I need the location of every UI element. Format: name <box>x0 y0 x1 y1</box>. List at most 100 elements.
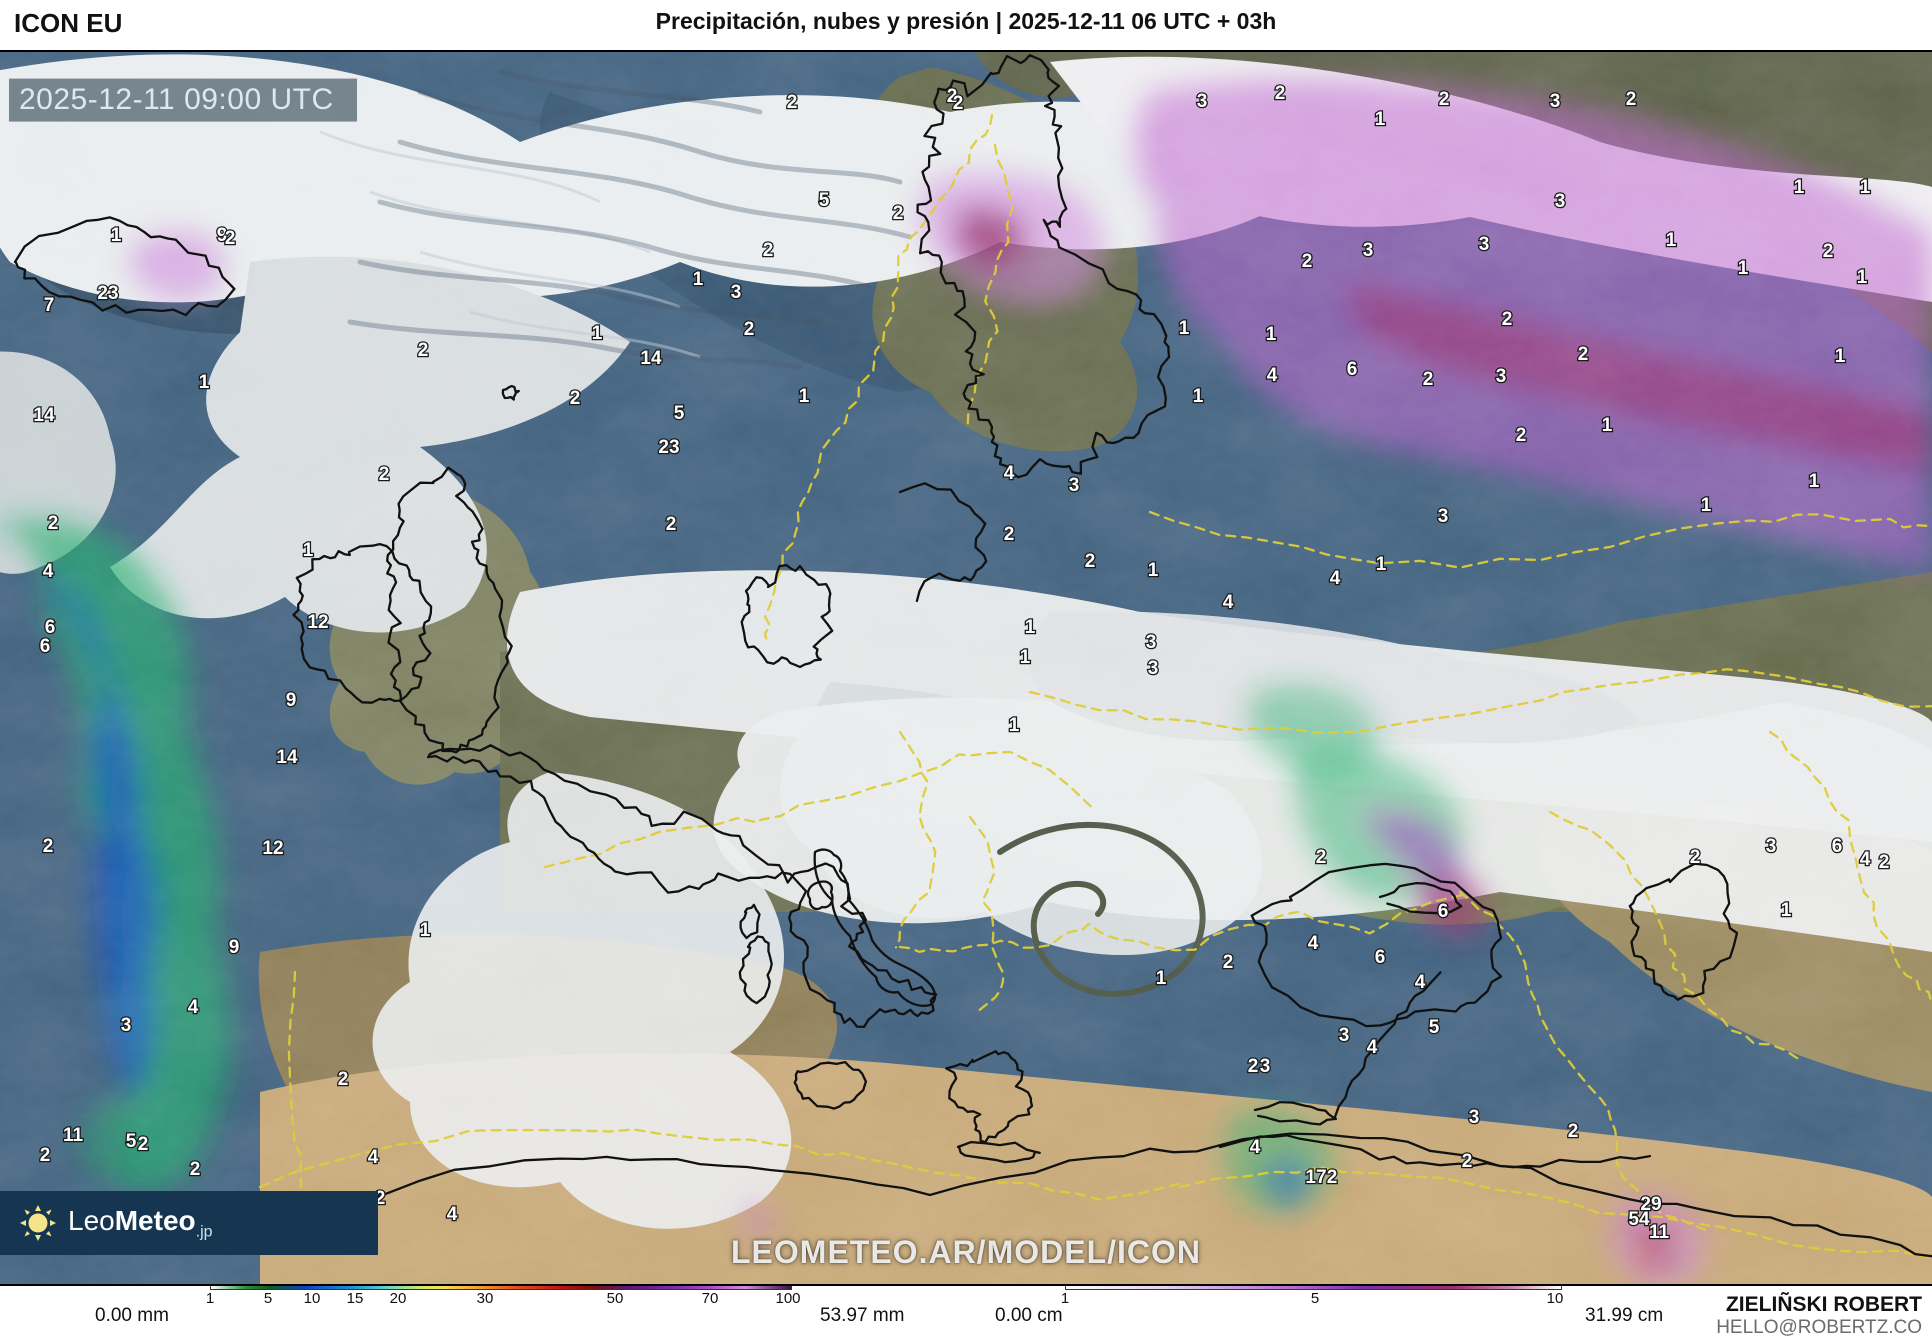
svg-text:6: 6 <box>1375 947 1386 968</box>
svg-text:4: 4 <box>1367 1037 1378 1058</box>
svg-text:5: 5 <box>1429 1017 1440 1038</box>
svg-text:3: 3 <box>1260 1056 1271 1077</box>
svg-text:2: 2 <box>1879 852 1890 873</box>
svg-text:2: 2 <box>1568 1121 1579 1142</box>
svg-text:2: 2 <box>1248 1056 1259 1077</box>
svg-text:3: 3 <box>1496 366 1507 387</box>
svg-text:2: 2 <box>43 836 54 857</box>
svg-text:2: 2 <box>1004 524 1015 545</box>
svg-text:2: 2 <box>1462 1151 1473 1172</box>
svg-text:1: 1 <box>1666 230 1677 251</box>
svg-text:1: 1 <box>1020 647 1031 668</box>
svg-text:1: 1 <box>1025 617 1036 638</box>
svg-text:14: 14 <box>640 348 662 369</box>
svg-text:2: 2 <box>1327 1167 1338 1188</box>
svg-text:2: 2 <box>666 514 677 535</box>
svg-text:6: 6 <box>40 636 51 657</box>
svg-text:1: 1 <box>1602 415 1613 436</box>
svg-text:6: 6 <box>1347 359 1358 380</box>
svg-text:6: 6 <box>45 617 56 638</box>
svg-text:12: 12 <box>262 838 283 859</box>
svg-text:1: 1 <box>1809 471 1820 492</box>
svg-text:2: 2 <box>1423 369 1434 390</box>
svg-text:4: 4 <box>368 1147 379 1168</box>
svg-text:2: 2 <box>48 513 59 534</box>
svg-text:3: 3 <box>1469 1107 1480 1128</box>
svg-text:2: 2 <box>1578 344 1589 365</box>
svg-text:1: 1 <box>1781 900 1792 921</box>
svg-text:3: 3 <box>731 282 742 303</box>
svg-text:1: 1 <box>1738 258 1749 279</box>
svg-text:2: 2 <box>1223 952 1234 973</box>
svg-text:2: 2 <box>1316 847 1327 868</box>
svg-text:3: 3 <box>121 1015 132 1036</box>
svg-text:17: 17 <box>1305 1167 1326 1188</box>
svg-text:4: 4 <box>1223 592 1234 613</box>
svg-text:1: 1 <box>1701 495 1712 516</box>
svg-text:9: 9 <box>229 937 240 958</box>
svg-text:4: 4 <box>1250 1137 1261 1158</box>
svg-text:2: 2 <box>1302 251 1313 272</box>
svg-text:1: 1 <box>420 920 431 941</box>
svg-text:6: 6 <box>1438 901 1449 922</box>
svg-text:4: 4 <box>1860 849 1871 870</box>
svg-text:4: 4 <box>447 1204 458 1225</box>
svg-text:1: 1 <box>1179 318 1190 339</box>
svg-text:2: 2 <box>953 93 964 114</box>
svg-text:2: 2 <box>1085 551 1096 572</box>
svg-text:1: 1 <box>1376 554 1387 575</box>
svg-text:2: 2 <box>1626 89 1637 110</box>
svg-text:3: 3 <box>1363 240 1374 261</box>
svg-text:3: 3 <box>1148 658 1159 679</box>
svg-text:1: 1 <box>799 386 810 407</box>
svg-text:2: 2 <box>1516 425 1527 446</box>
svg-text:5: 5 <box>674 403 685 424</box>
svg-text:2: 2 <box>1823 241 1834 262</box>
svg-text:1: 1 <box>1375 109 1386 130</box>
svg-text:4: 4 <box>1267 365 1278 386</box>
svg-text:1: 1 <box>1156 968 1167 989</box>
svg-text:4: 4 <box>1330 568 1341 589</box>
svg-text:2: 2 <box>893 203 904 224</box>
svg-text:23: 23 <box>658 437 679 458</box>
svg-text:3: 3 <box>1146 632 1157 653</box>
svg-text:1: 1 <box>111 225 122 246</box>
svg-text:4: 4 <box>1415 972 1426 993</box>
svg-text:2: 2 <box>40 1145 51 1166</box>
svg-text:54: 54 <box>1628 1209 1650 1230</box>
svg-text:3: 3 <box>1550 91 1561 112</box>
svg-text:14: 14 <box>33 405 55 426</box>
svg-text:1: 1 <box>1148 560 1159 581</box>
svg-text:2: 2 <box>1275 83 1286 104</box>
svg-text:3: 3 <box>1339 1025 1350 1046</box>
svg-text:2: 2 <box>1439 89 1450 110</box>
svg-text:14: 14 <box>276 747 298 768</box>
svg-text:2: 2 <box>787 92 798 113</box>
svg-text:1: 1 <box>693 269 704 290</box>
svg-text:1: 1 <box>1193 386 1204 407</box>
svg-text:2: 2 <box>763 240 774 261</box>
svg-text:1: 1 <box>1860 177 1871 198</box>
svg-text:3: 3 <box>1197 91 1208 112</box>
svg-text:11: 11 <box>63 1125 84 1146</box>
svg-text:4: 4 <box>1004 463 1015 484</box>
svg-text:2: 2 <box>1502 309 1513 330</box>
svg-text:9: 9 <box>286 690 297 711</box>
svg-text:6: 6 <box>1832 836 1843 857</box>
svg-text:3: 3 <box>1438 506 1449 527</box>
svg-text:2: 2 <box>190 1159 201 1180</box>
svg-text:2: 2 <box>570 388 581 409</box>
svg-text:1: 1 <box>1835 346 1846 367</box>
svg-text:3: 3 <box>1069 475 1080 496</box>
svg-text:4: 4 <box>43 561 54 582</box>
svg-text:2: 2 <box>1690 847 1701 868</box>
svg-text:1: 1 <box>1009 715 1020 736</box>
svg-text:1: 1 <box>592 323 603 344</box>
svg-text:1: 1 <box>1857 267 1868 288</box>
svg-text:3: 3 <box>1555 191 1566 212</box>
svg-text:7: 7 <box>44 295 55 316</box>
svg-text:1: 1 <box>1794 177 1805 198</box>
svg-text:5: 5 <box>819 190 830 211</box>
svg-text:2: 2 <box>225 228 236 249</box>
svg-text:23: 23 <box>97 283 118 304</box>
